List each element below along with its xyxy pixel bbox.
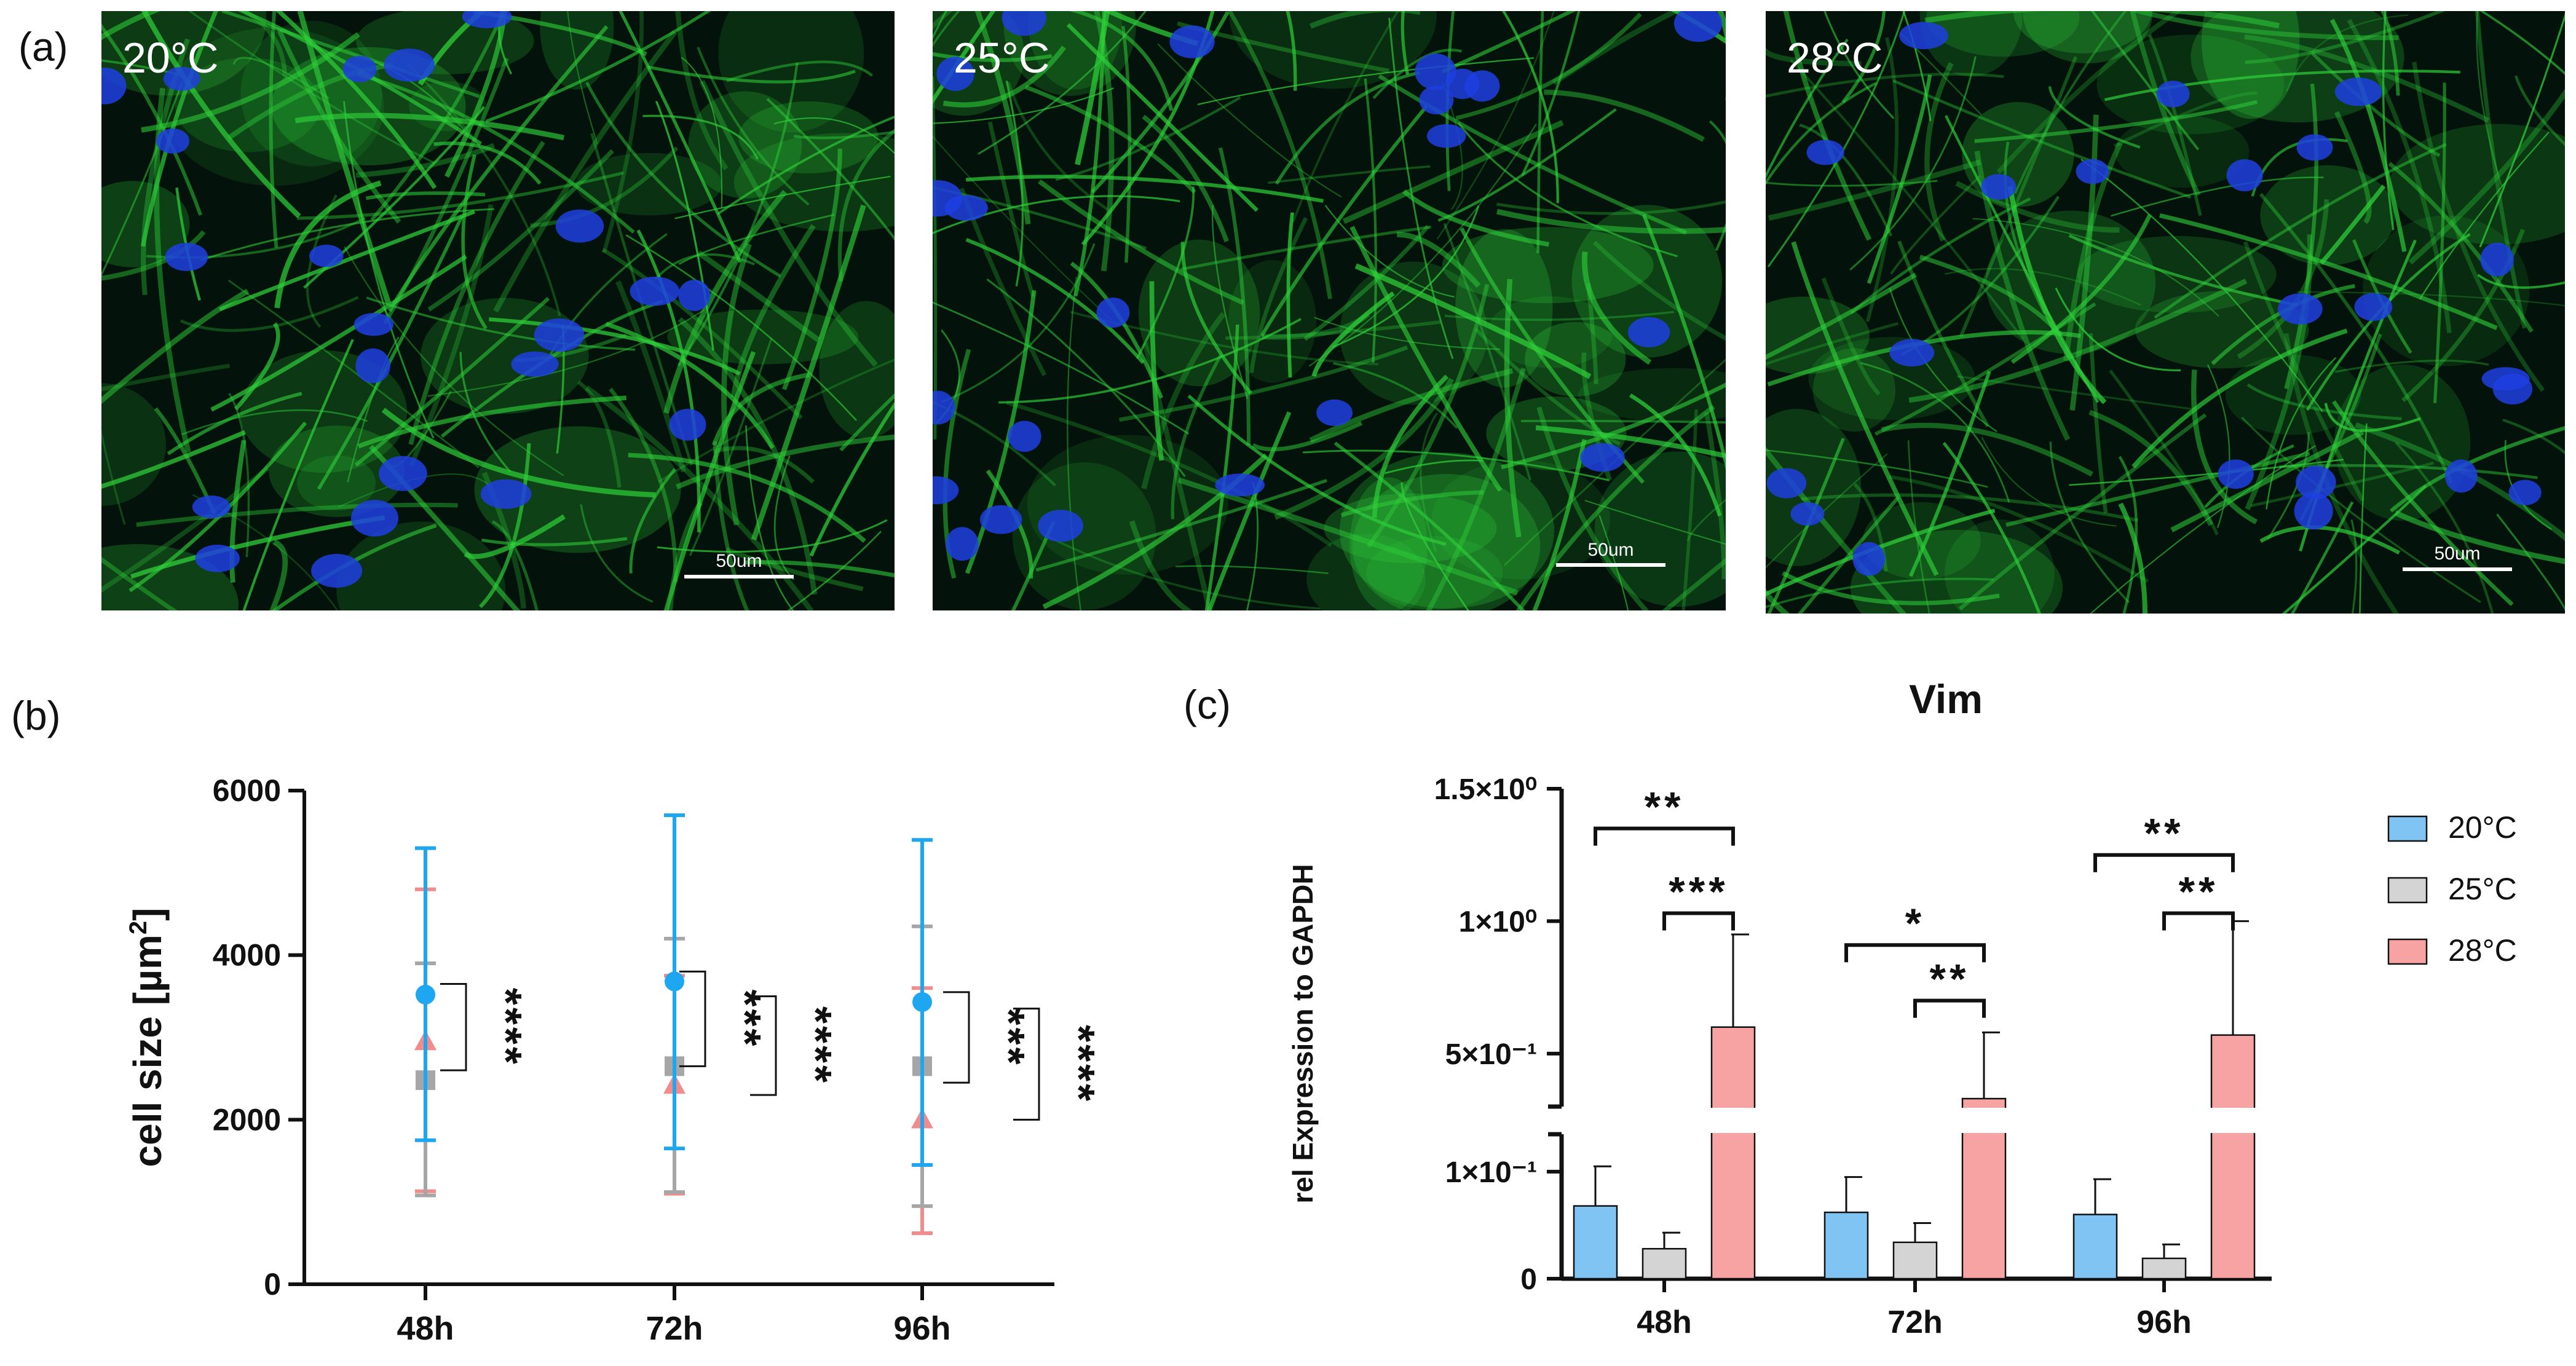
y-axis-label: rel Expression to GAPDH <box>1287 864 1319 1203</box>
bar <box>1642 1248 1687 1280</box>
significance-bracket <box>943 991 970 1084</box>
chart-title: Vim <box>1909 676 1983 722</box>
cell-nuclei <box>1766 22 2542 576</box>
significance-bracket <box>750 995 777 1096</box>
micrograph-20c: 20°C 50um <box>101 11 895 610</box>
micrograph-temperature-label: 20°C <box>122 34 219 82</box>
actin-fibers <box>101 11 895 610</box>
series-20°C <box>415 813 933 1167</box>
y-tick-label: 1×10⁻¹ <box>1445 1156 1537 1189</box>
significance-label: **** <box>791 1006 840 1085</box>
panel-label-b: (b) <box>11 693 61 738</box>
scale-bar <box>1556 563 1665 567</box>
legend: 20°C 25°C 28°C <box>2387 810 2517 968</box>
x-tick-label: 48h <box>1637 1305 1692 1340</box>
y-tick-label: 0 <box>264 1267 281 1301</box>
y-tick-label: 6000 <box>213 773 281 808</box>
legend-swatch <box>2387 815 2428 842</box>
significance-bracket <box>440 983 467 1072</box>
bar <box>1710 1026 1756 1280</box>
bar <box>2072 1214 2118 1280</box>
bar <box>2141 1257 2187 1280</box>
legend-swatch <box>2387 877 2428 904</box>
actin-fibers <box>933 11 1726 610</box>
legend-label: 20°C <box>2448 810 2517 845</box>
bar <box>2210 1034 2256 1280</box>
significance-label: **** <box>481 988 530 1067</box>
mean-point <box>665 971 684 992</box>
significance-bracket <box>1013 1008 1040 1121</box>
fluorescence-image <box>1766 11 2565 614</box>
mean-point <box>912 992 932 1012</box>
significance-bracket <box>1594 826 1735 846</box>
scale-bar-label: 50um <box>2434 543 2481 564</box>
y-tick-label: 2000 <box>213 1102 281 1137</box>
significance-label: ** <box>1645 784 1685 831</box>
bar <box>1823 1211 1869 1280</box>
y-tick-label: 1.5×10⁰ <box>1434 773 1537 806</box>
x-tick-label: 72h <box>1887 1305 1943 1340</box>
y-tick-label: 5×10⁻¹ <box>1445 1038 1537 1071</box>
x-tick-label: 48h <box>397 1310 454 1347</box>
significance-label: ** <box>2179 868 2219 915</box>
significance-bracket <box>1662 911 1735 931</box>
bar-series-25°C <box>1642 1222 2187 1280</box>
x-tick-label: 96h <box>2136 1305 2192 1340</box>
x-tick-label: 96h <box>893 1310 950 1347</box>
micrograph-temperature-label: 25°C <box>954 34 1050 82</box>
bar-series-28°C <box>1709 920 2257 1280</box>
axes: 5×10⁻¹ 1×10⁰ 1.5×10⁰ 0 1×10⁻¹ 48h 72h 96h <box>1434 773 2272 1340</box>
significance-label: ** <box>1930 956 1970 1003</box>
axis-break-gap <box>2209 1108 2257 1133</box>
significance-bracket <box>2162 911 2235 931</box>
scale-bar-label: 50um <box>716 551 762 571</box>
micrograph-28c: 28°C 50um <box>1766 11 2565 614</box>
axis-break-gap <box>1960 1108 2008 1133</box>
y-tick-label: 1×10⁰ <box>1459 906 1537 938</box>
legend-label: 28°C <box>2448 933 2517 968</box>
x-tick-label: 72h <box>646 1310 703 1347</box>
significance-label: ** <box>2144 810 2184 857</box>
legend-swatch <box>2387 938 2428 965</box>
significance: ************ <box>1594 784 2235 1018</box>
panel-label-c: (c) <box>1183 682 1231 727</box>
legend-label: 25°C <box>2448 872 2517 906</box>
significance: **** *** **** *** **** <box>440 970 1103 1121</box>
significance-bracket <box>679 970 706 1067</box>
scale-bar <box>2403 567 2512 571</box>
micrograph-temperature-label: 28°C <box>1787 34 1883 82</box>
fluorescence-image <box>933 11 1726 610</box>
significance-label: *** <box>720 989 769 1048</box>
significance-label: *** <box>984 1008 1033 1067</box>
micrograph-25c: 25°C 50um <box>933 11 1726 610</box>
cell-nuclei <box>101 11 711 588</box>
bar <box>1573 1205 1618 1280</box>
bar-series-20°C <box>1573 1165 2118 1280</box>
cell-nuclei <box>933 11 1723 561</box>
bar <box>1892 1241 1938 1280</box>
significance-bracket <box>2093 853 2235 872</box>
scale-bar <box>684 575 794 578</box>
axes: 0 2000 4000 6000 48h 72h 96h cell size [µm2] <box>125 773 1054 1347</box>
y-axis-label: cell size [µm2] <box>125 908 170 1167</box>
y-tick-label: 4000 <box>213 938 281 973</box>
axis-break-gap <box>1709 1108 1757 1133</box>
vim-expression-chart: Vim rel Expression to GAPDH 5×10⁻¹ 1×10⁰ 1.5… <box>1287 676 2517 1340</box>
scale-bar-label: 50um <box>1587 540 1634 560</box>
significance-label: * <box>1905 900 1925 947</box>
significance-label: *** <box>1669 868 1728 915</box>
fluorescence-image <box>101 11 895 610</box>
significance-bracket <box>1844 943 1986 963</box>
cell-size-chart: 0 2000 4000 6000 48h 72h 96h cell size [µm2] ***… <box>125 773 1103 1347</box>
y-tick-label: 0 <box>1520 1263 1537 1296</box>
mean-point <box>416 984 435 1005</box>
significance-label: **** <box>1054 1025 1103 1103</box>
significance-bracket <box>1913 998 1986 1018</box>
panel-label-a: (a) <box>18 24 68 69</box>
